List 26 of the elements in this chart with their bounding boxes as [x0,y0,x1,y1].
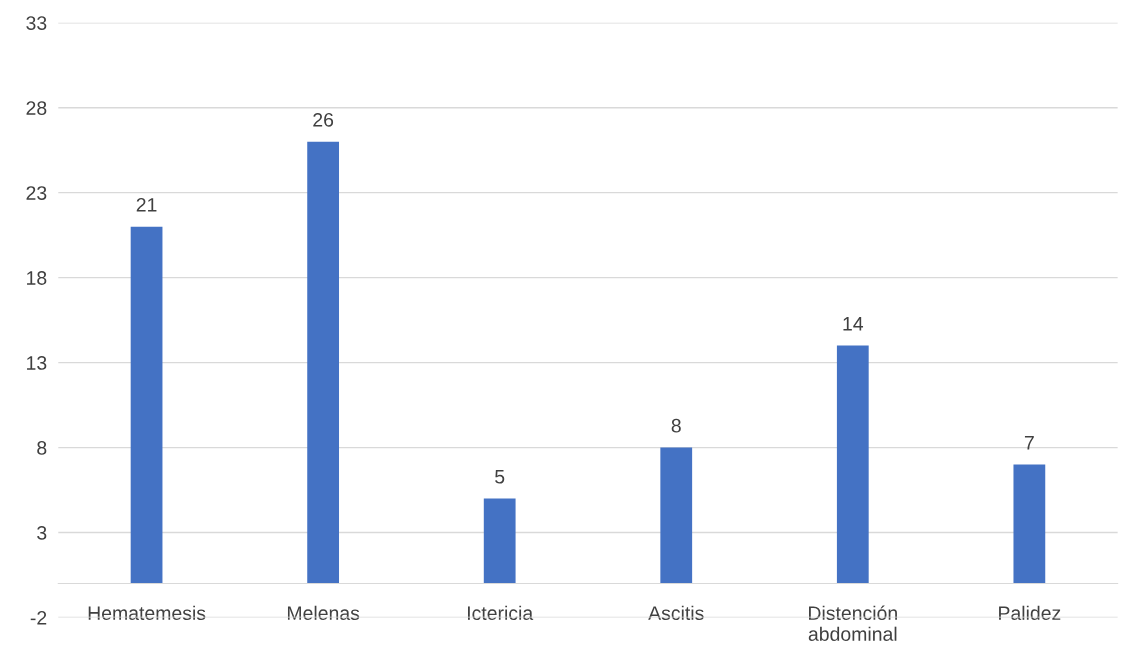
y-tick-label: 13 [27,356,47,370]
bar [1013,464,1046,584]
x-tick-label: Palidez [999,605,1061,621]
x-tick-label: Ictericia [467,605,534,621]
y-tick-label: 33 [26,16,47,30]
y-tick-label: 8 [37,441,47,455]
y-tick-label: -2 [30,610,47,625]
x-tick-label: Distención abdominal [808,605,897,641]
x-tick-label: Hematemesis [88,605,206,621]
data-label: 26 [313,112,334,127]
bar [836,345,869,584]
y-tick-label: 28 [26,101,47,115]
bar [660,447,693,584]
x-tick-label: Melenas [287,605,360,621]
data-label: 14 [843,317,864,331]
data-label: 5 [495,470,505,484]
bar [483,498,516,584]
y-tick-label: 23 [26,186,47,200]
bar [130,226,163,584]
data-label: 7 [1024,436,1034,450]
data-label: 21 [136,197,157,212]
y-tick-label: 3 [37,526,47,540]
data-label: 8 [671,418,681,433]
bar [307,141,340,584]
y-tick-label: 18 [27,271,47,285]
x-tick-label: Ascitis [648,605,704,621]
